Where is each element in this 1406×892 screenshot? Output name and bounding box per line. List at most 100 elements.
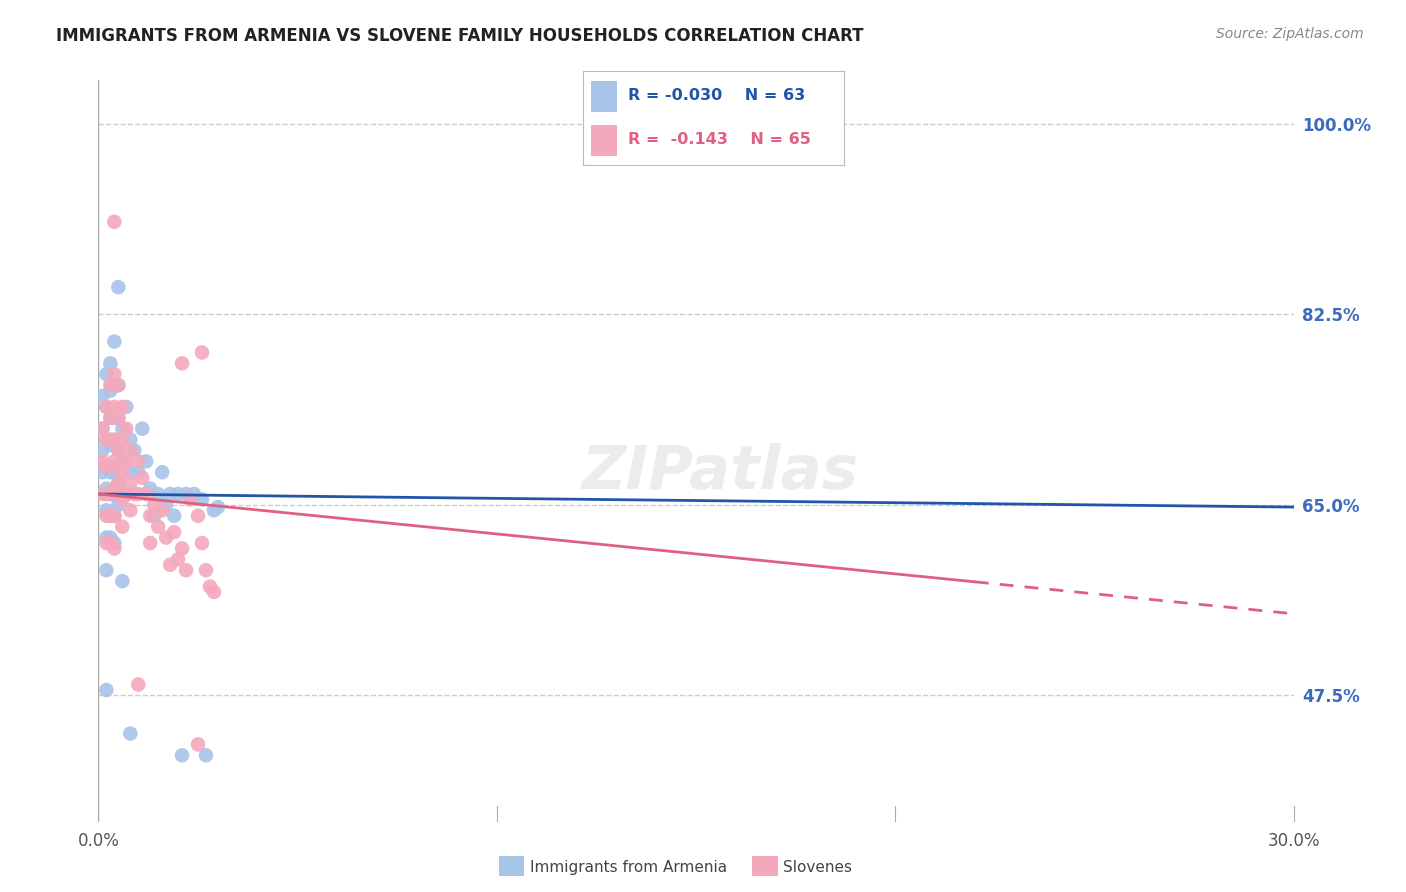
Point: [98, 459, 122, 474]
Point: [96, 531, 118, 545]
Point: [172, 356, 194, 370]
Point: [98, 487, 122, 501]
Point: [124, 443, 146, 458]
Point: [148, 519, 170, 533]
Point: [103, 410, 125, 425]
Text: IMMIGRANTS FROM ARMENIA VS SLOVENE FAMILY HOUSEHOLDS CORRELATION CHART: IMMIGRANTS FROM ARMENIA VS SLOVENE FAMIL…: [56, 27, 863, 45]
Point: [111, 574, 134, 588]
Point: [124, 487, 146, 501]
Point: [120, 503, 142, 517]
Point: [139, 508, 162, 523]
Point: [131, 471, 153, 485]
Point: [195, 563, 218, 577]
Point: [103, 400, 125, 414]
Point: [98, 536, 122, 550]
Point: [96, 482, 118, 496]
Point: [98, 433, 122, 447]
Point: [96, 536, 118, 550]
FancyBboxPatch shape: [592, 81, 617, 112]
Point: [91, 465, 114, 479]
Point: [98, 508, 122, 523]
Point: [107, 280, 129, 294]
Point: [96, 400, 118, 414]
Point: [103, 215, 125, 229]
Point: [103, 334, 125, 349]
Point: [120, 433, 142, 447]
Text: ZIPatlas: ZIPatlas: [581, 443, 859, 502]
Point: [202, 585, 225, 599]
Text: Slovenes: Slovenes: [783, 860, 852, 874]
Point: [98, 531, 122, 545]
Point: [163, 525, 186, 540]
Point: [91, 422, 114, 436]
Point: [91, 487, 114, 501]
FancyBboxPatch shape: [592, 125, 617, 156]
Point: [107, 410, 129, 425]
Point: [198, 580, 221, 594]
Point: [159, 558, 181, 572]
Point: [191, 345, 214, 359]
Point: [91, 422, 114, 436]
Point: [96, 503, 118, 517]
Point: [172, 748, 194, 763]
Point: [127, 454, 149, 468]
Point: [202, 503, 225, 517]
Point: [98, 378, 122, 392]
Point: [111, 487, 134, 501]
Point: [150, 503, 173, 517]
Point: [179, 492, 201, 507]
Text: Source: ZipAtlas.com: Source: ZipAtlas.com: [1216, 27, 1364, 41]
Point: [111, 433, 134, 447]
Point: [195, 748, 218, 763]
Point: [96, 508, 118, 523]
Point: [148, 487, 170, 501]
Text: R = -0.030    N = 63: R = -0.030 N = 63: [627, 88, 806, 103]
Point: [127, 487, 149, 501]
Point: [167, 487, 190, 501]
Point: [174, 487, 197, 501]
Point: [103, 487, 125, 501]
Point: [143, 508, 166, 523]
Point: [96, 433, 118, 447]
Point: [120, 726, 142, 740]
Point: [98, 438, 122, 452]
Point: [91, 389, 114, 403]
Point: [107, 443, 129, 458]
Point: [111, 422, 134, 436]
Point: [187, 508, 209, 523]
Point: [111, 454, 134, 468]
Point: [174, 563, 197, 577]
Point: [115, 422, 138, 436]
Point: [96, 487, 118, 501]
Point: [131, 422, 153, 436]
Point: [96, 368, 118, 382]
Point: [96, 459, 118, 474]
Point: [103, 368, 125, 382]
Point: [107, 378, 129, 392]
Point: [159, 487, 181, 501]
Point: [103, 465, 125, 479]
Point: [155, 531, 177, 545]
Text: Immigrants from Armenia: Immigrants from Armenia: [530, 860, 727, 874]
Point: [107, 476, 129, 491]
Point: [150, 465, 173, 479]
Point: [139, 482, 162, 496]
Point: [172, 541, 194, 556]
Point: [103, 454, 125, 468]
Point: [103, 536, 125, 550]
Point: [115, 487, 138, 501]
Point: [91, 443, 114, 458]
Point: [187, 738, 209, 752]
Point: [127, 465, 149, 479]
Point: [135, 487, 157, 501]
Point: [111, 492, 134, 507]
Point: [98, 410, 122, 425]
Point: [191, 492, 214, 507]
Point: [167, 552, 190, 566]
Point: [103, 508, 125, 523]
Point: [96, 563, 118, 577]
Point: [96, 400, 118, 414]
Point: [163, 508, 186, 523]
Point: [111, 400, 134, 414]
Point: [103, 482, 125, 496]
